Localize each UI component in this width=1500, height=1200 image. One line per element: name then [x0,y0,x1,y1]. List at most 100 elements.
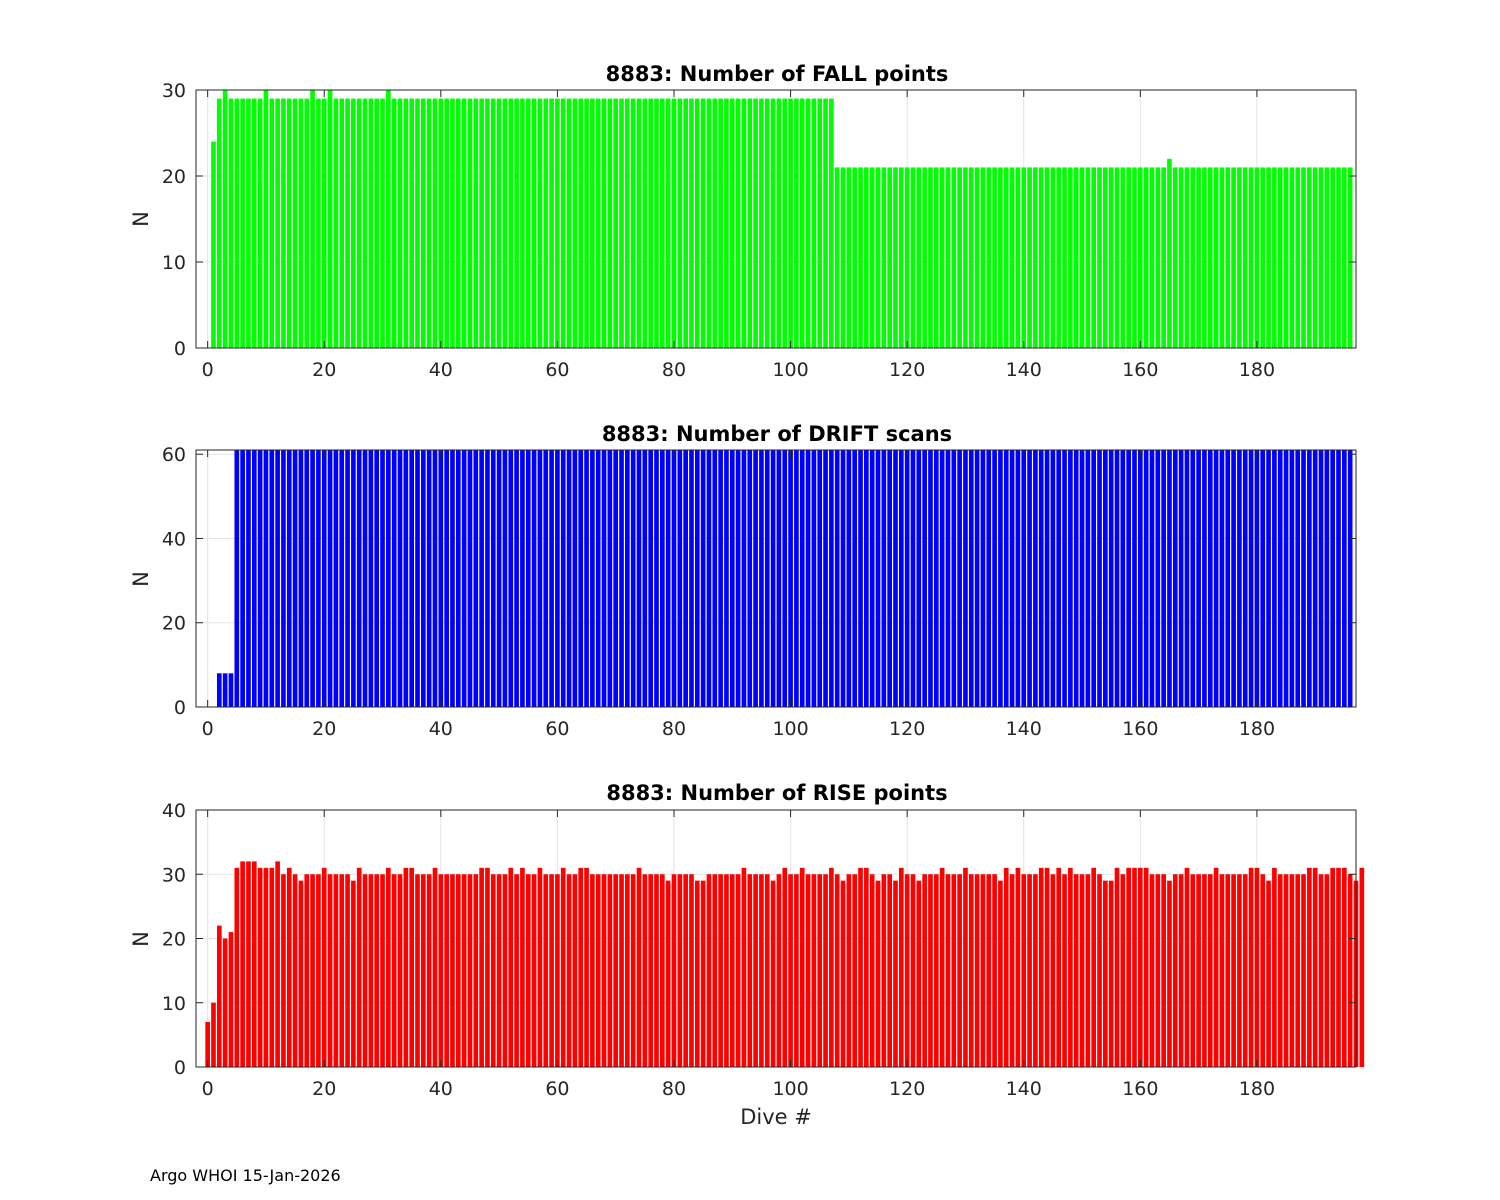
x-tick-label: 160 [1122,718,1158,740]
bar [1073,167,1079,348]
bar [1021,167,1027,348]
bar [275,450,280,707]
bar [1248,867,1254,1067]
bar [321,450,327,707]
bar [834,874,840,1067]
bar [788,874,793,1067]
bar [1143,867,1149,1067]
bar [1114,167,1120,348]
bar [310,90,315,348]
bar [298,450,304,707]
bar [939,167,945,348]
y-tick-label: 30 [162,864,186,886]
bar [660,98,665,348]
bar [805,874,811,1067]
bar [380,874,385,1067]
bar [759,874,764,1067]
bar [1056,450,1062,707]
y-axis-label: N [129,211,153,227]
bar [788,450,793,707]
bar [1178,167,1184,348]
bar [887,874,892,1067]
bar [520,867,525,1067]
bar [362,874,368,1067]
bar [613,98,619,348]
bar [864,450,869,707]
bar [246,98,251,348]
bar [1283,167,1289,348]
x-tick-label: 140 [1006,359,1042,381]
bar [992,167,997,348]
bar [1190,874,1196,1067]
bar [1207,450,1213,707]
bar [490,450,496,707]
bar [1108,880,1114,1067]
bar [1254,450,1260,707]
bar [951,167,957,348]
bar [234,98,240,348]
bar [1097,167,1102,348]
bar [654,450,659,707]
bar [479,867,484,1067]
bar [438,98,444,348]
bar [893,450,898,707]
bar [858,450,863,707]
bar [339,98,345,348]
bar [963,867,968,1067]
bar [1237,874,1242,1067]
bar [490,98,496,348]
bar [578,867,584,1067]
bar [712,450,718,707]
footer-credit: Argo WHOI 15-Jan-2026 [150,1166,341,1185]
bar [1307,867,1312,1067]
bar [1050,874,1056,1067]
bar [794,98,799,348]
bar [298,880,304,1067]
bar [829,450,834,707]
bar [636,98,642,348]
bar [1085,167,1091,348]
bar [1044,867,1050,1067]
bar [555,98,560,348]
bar [1330,167,1336,348]
bar [910,167,916,348]
bar [1277,450,1283,707]
bar [572,874,578,1067]
bar [689,450,694,707]
bar [1021,874,1027,1067]
bar [700,880,706,1067]
x-tick-label: 0 [202,359,214,381]
bar [933,450,939,707]
bar [397,450,403,707]
bar [1347,450,1353,707]
bar [625,98,630,348]
bar [356,98,362,348]
bar [1336,450,1341,707]
bar [1242,450,1248,707]
bar [1342,867,1347,1067]
bar [386,90,391,348]
bar [490,874,496,1067]
bar [1073,874,1079,1067]
bar [1213,450,1219,707]
bar [1155,450,1161,707]
bar [654,98,659,348]
bar [1068,867,1073,1067]
bar [304,874,310,1067]
bar [893,167,898,348]
bar [1161,167,1166,348]
bar [998,880,1003,1067]
bar [1091,450,1097,707]
bar [397,98,403,348]
bar [1114,450,1120,707]
bar [1231,450,1236,707]
bar [403,450,409,707]
bar [1103,880,1108,1067]
bar [1108,450,1114,707]
bar [601,98,607,348]
bar [310,450,315,707]
bar [712,874,718,1067]
bar [898,167,904,348]
bar [508,98,514,348]
bar [1079,450,1085,707]
